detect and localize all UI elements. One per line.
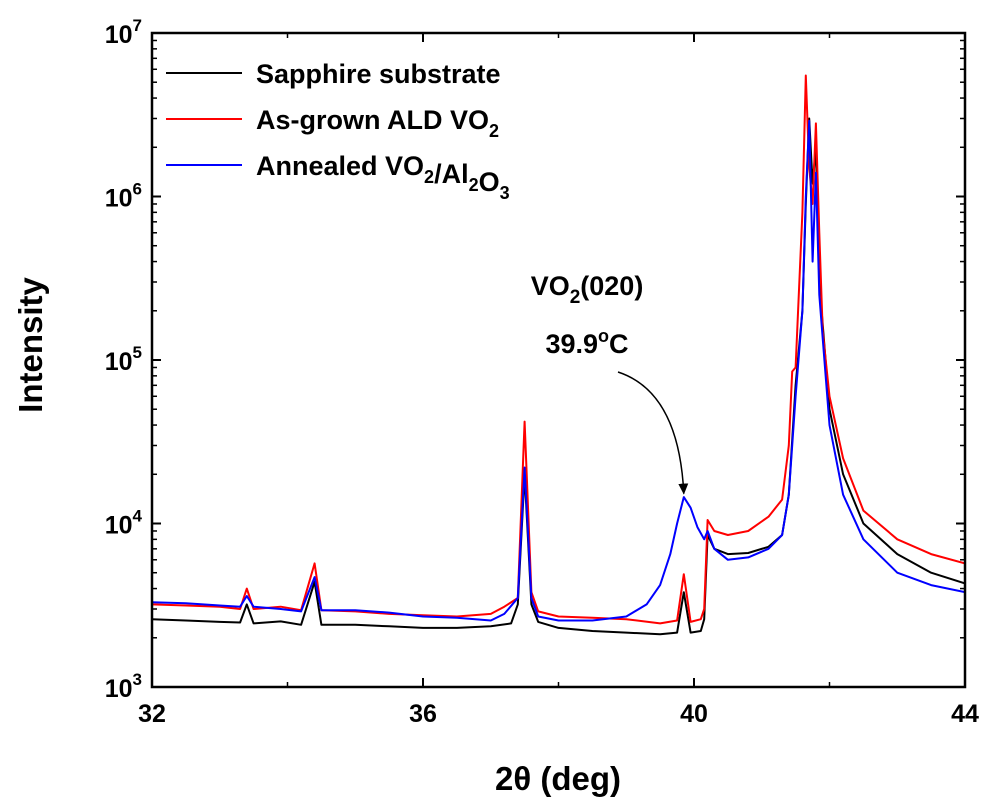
legend-label-annealed: Annealed VO2/Al2O3: [256, 151, 510, 203]
x-tick-label: 40: [680, 700, 708, 728]
legend-label-sapphire: Sapphire substrate: [256, 59, 501, 89]
x-tick-label: 32: [138, 700, 166, 728]
y-axis-title: Intensity: [12, 277, 49, 413]
y-tick-label: 106: [105, 180, 142, 213]
legend: Sapphire substrate As-grown ALD VO2 Anneal…: [166, 59, 510, 203]
series-line-sapphire: [152, 117, 965, 636]
y-tick-label: 103: [105, 670, 142, 703]
peak-annotation: VO2(020) 39.9oC: [531, 271, 689, 495]
annotation-arrow: [617, 371, 689, 495]
x-tick-label: 36: [409, 700, 437, 728]
legend-label-asgrown: As-grown ALD VO2: [256, 105, 499, 141]
annotation-peak-value: 39.9oC: [545, 326, 628, 359]
y-tick-label: 107: [105, 16, 142, 49]
annotation-peak-label: VO2(020): [531, 271, 644, 308]
y-tick-label: 105: [105, 343, 142, 376]
series-line-annealed: [152, 119, 965, 622]
ticks-layer: 32 36 40 44 103 104 105 106 107: [105, 16, 979, 728]
x-tick-label: 44: [951, 700, 979, 728]
series-layer: [152, 74, 965, 636]
y-tick-label: 104: [105, 507, 143, 540]
x-axis-title: 2θ (deg): [495, 760, 621, 797]
series-line-asgrown: [152, 74, 965, 625]
